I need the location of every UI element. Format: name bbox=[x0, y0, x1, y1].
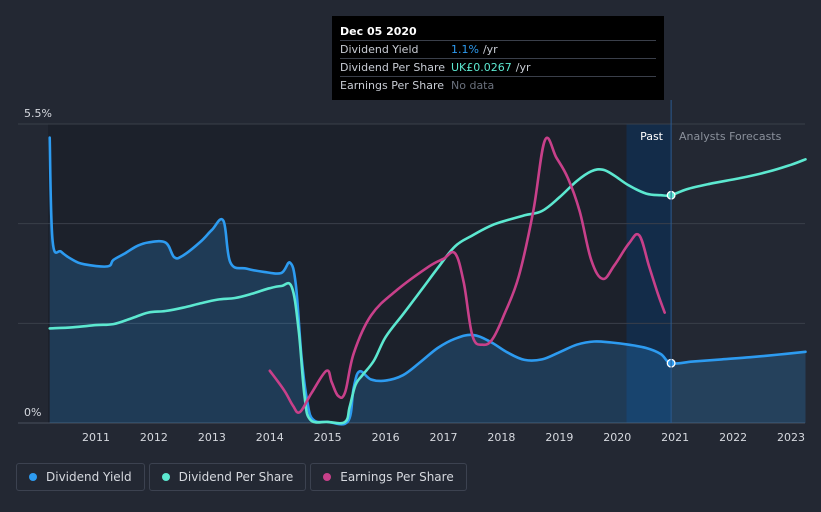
x-tick-label: 2022 bbox=[719, 431, 747, 444]
x-tick-label: 2016 bbox=[372, 431, 400, 444]
legend-label: Dividend Per Share bbox=[178, 470, 294, 484]
series-line-eps bbox=[268, 136, 666, 414]
series-lines bbox=[48, 136, 807, 426]
x-tick-label: 2021 bbox=[661, 431, 689, 444]
y-tick-label: 0% bbox=[24, 406, 41, 419]
x-tick-label: 2020 bbox=[603, 431, 631, 444]
y-tick-label: 5.5% bbox=[24, 107, 52, 120]
x-tick-label: 2012 bbox=[140, 431, 168, 444]
tooltip-label: Dividend Yield bbox=[340, 43, 419, 56]
tooltip-value: 1.1% bbox=[451, 43, 479, 56]
x-tick-label: 2011 bbox=[82, 431, 110, 444]
legend-label: Dividend Yield bbox=[46, 470, 132, 484]
legend: Dividend Yield Dividend Per Share Earnin… bbox=[16, 463, 467, 491]
forecast-label: Analysts Forecasts bbox=[679, 130, 782, 143]
x-tick-label: 2014 bbox=[256, 431, 284, 444]
tooltip-highlight-band bbox=[626, 124, 672, 423]
tooltip: Dec 05 2020 Dividend Yield 1.1% /yr Divi… bbox=[332, 16, 664, 100]
x-tick-label: 2015 bbox=[314, 431, 342, 444]
x-tick-label: 2018 bbox=[487, 431, 515, 444]
legend-item-dividend-yield[interactable]: Dividend Yield bbox=[16, 463, 145, 491]
tooltip-date: Dec 05 2020 bbox=[340, 25, 417, 38]
x-tick-label: 2023 bbox=[777, 431, 805, 444]
past-label: Past bbox=[640, 130, 664, 143]
x-axis-labels: 2011 2012 2013 2014 2015 2016 2017 2018 2019 2020… bbox=[82, 431, 805, 444]
series-line-dps bbox=[48, 158, 807, 425]
legend-label: Earnings Per Share bbox=[340, 470, 454, 484]
legend-dot-icon bbox=[161, 473, 170, 481]
legend-item-dividend-per-share[interactable]: Dividend Per Share bbox=[148, 463, 307, 491]
area-fills bbox=[49, 137, 806, 425]
past-region-band bbox=[48, 124, 627, 423]
tooltip-value: No data bbox=[451, 79, 495, 92]
y-axis-labels: 5.5% 0% bbox=[24, 107, 52, 419]
tooltip-unit: /yr bbox=[482, 43, 498, 56]
tooltip-row-dividend-yield: Dividend Yield 1.1% /yr bbox=[340, 40, 656, 58]
grid-lines bbox=[18, 123, 805, 424]
tooltip-value: UK£0.0267 bbox=[451, 61, 512, 74]
x-tick-label: 2013 bbox=[198, 431, 226, 444]
x-tick-label: 2017 bbox=[430, 431, 458, 444]
series-line-yield bbox=[48, 136, 807, 426]
series-area-yield bbox=[49, 137, 806, 425]
x-tick-label: 2019 bbox=[545, 431, 573, 444]
tooltip-row-dividend-per-share: Dividend Per Share UK£0.0267 /yr bbox=[340, 58, 656, 76]
tooltip-row-earnings-per-share: Earnings Per Share No data bbox=[340, 76, 656, 94]
legend-dot-icon bbox=[29, 473, 37, 481]
legend-dot-icon bbox=[323, 473, 332, 481]
tooltip-unit: /yr bbox=[515, 61, 531, 74]
tooltip-label: Earnings Per Share bbox=[340, 79, 445, 92]
tooltip-label: Dividend Per Share bbox=[340, 61, 446, 74]
legend-item-earnings-per-share[interactable]: Earnings Per Share bbox=[310, 463, 467, 491]
